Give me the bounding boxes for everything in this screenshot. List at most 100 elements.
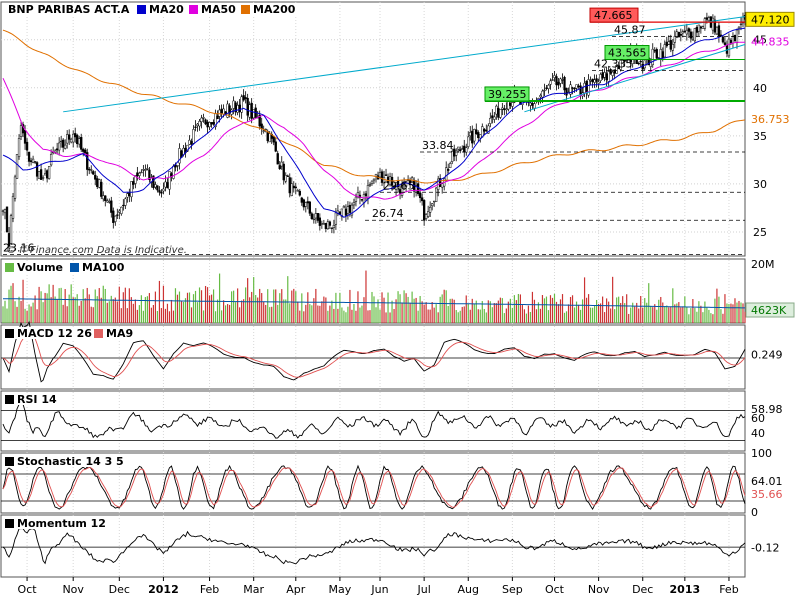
candle-body	[244, 97, 247, 99]
candle-body	[697, 24, 701, 32]
x-tick-label: Nov	[62, 583, 84, 596]
legend-swatch	[94, 329, 103, 338]
macd-line	[2, 320, 746, 383]
candle-body	[92, 171, 95, 175]
candle-body	[82, 149, 85, 152]
candle-body	[39, 169, 43, 180]
candle-body	[15, 154, 19, 179]
candle-body	[126, 193, 129, 198]
candle-body	[489, 117, 492, 124]
candle-body	[551, 79, 554, 81]
legend-label: MA200	[253, 3, 296, 16]
candle-body	[565, 87, 568, 96]
candle-body	[166, 182, 169, 189]
candle-body	[639, 60, 642, 63]
candle-body	[459, 149, 462, 152]
candle-body	[681, 31, 684, 34]
annotation-label: 29.65	[383, 179, 415, 192]
candle-body	[597, 81, 600, 84]
stochastic-last-label: 64.01	[751, 475, 783, 488]
candle-body	[1, 210, 5, 212]
candle-body	[55, 148, 59, 151]
candle-body	[671, 43, 674, 51]
annotation-label: 33.84	[422, 139, 454, 152]
candle-body	[136, 172, 139, 177]
candle-body	[78, 138, 81, 145]
rsi-tick-label: 60	[751, 412, 765, 425]
candle-body	[451, 151, 454, 162]
panel-frame	[0, 258, 746, 324]
candle-body	[503, 108, 506, 111]
volume-ma100-line	[3, 298, 745, 309]
annotation-box	[484, 86, 530, 102]
candle-body	[543, 89, 546, 92]
candle-body	[190, 141, 193, 145]
momentum-last-label: -0.12	[751, 542, 779, 555]
candle-body	[591, 78, 594, 83]
candle-body	[35, 162, 39, 177]
candle-body	[260, 123, 263, 129]
candle-body	[477, 132, 480, 139]
candle-body	[342, 206, 346, 209]
ma200-last-label: 36.753	[751, 113, 790, 126]
candle-body	[138, 172, 141, 176]
candle-body	[9, 215, 13, 244]
candle-body	[298, 190, 301, 196]
panel-title: MACD 12 26	[17, 327, 92, 340]
candle-body	[13, 176, 17, 199]
x-tick-label: Dec	[109, 583, 130, 596]
candle-body	[539, 95, 542, 98]
candle-body	[19, 125, 23, 137]
candle-body	[326, 221, 330, 230]
candle-body	[292, 185, 295, 189]
candle-body	[605, 73, 608, 81]
candle-body	[66, 134, 69, 144]
ma200-line	[2, 29, 746, 184]
candle-body	[25, 141, 29, 151]
volume-panel: Volume MA100 20M 4623K	[2, 258, 795, 323]
legend-swatch	[5, 457, 14, 466]
candle-body	[72, 133, 75, 143]
candle-body	[220, 108, 223, 114]
candle-body	[198, 121, 201, 127]
volume-last-label: 4623K	[751, 304, 787, 317]
candle-body	[595, 78, 598, 82]
candle-body	[5, 206, 9, 233]
legend-bg	[2, 517, 102, 529]
candle-body	[60, 140, 63, 143]
annotation-label: 42.335	[594, 57, 633, 70]
candle-body	[418, 192, 422, 199]
candle-body	[360, 199, 364, 201]
candle-body	[172, 165, 175, 179]
candle-body	[611, 71, 614, 76]
candle-body	[43, 173, 47, 176]
x-tick-label: Jun	[370, 583, 388, 596]
candle-body	[264, 128, 267, 131]
candle-body	[112, 210, 115, 223]
candle-body	[118, 210, 121, 213]
candle-body	[495, 105, 498, 115]
stochastic-k-line	[2, 464, 746, 510]
candle-body	[601, 72, 604, 79]
panel-title: Momentum 12	[17, 517, 106, 530]
candle-body	[382, 177, 386, 184]
candle-body	[457, 146, 460, 150]
candle-body	[176, 165, 179, 167]
candle-body	[192, 129, 195, 144]
candle-body	[579, 85, 582, 95]
momentum-panel: Momentum 12 -0.12	[1, 517, 779, 565]
candle-body	[368, 184, 372, 186]
candle-body	[420, 197, 424, 202]
candle-body	[278, 165, 281, 170]
candle-body	[511, 102, 514, 107]
legend-label: MA100	[82, 261, 125, 274]
candle-body	[324, 222, 328, 229]
legend-swatch	[5, 263, 14, 272]
candle-body	[469, 132, 472, 137]
legend-bg	[2, 261, 132, 273]
candle-body	[354, 196, 358, 202]
x-tick-label: Mar	[243, 583, 264, 596]
legend-swatch	[70, 263, 79, 272]
